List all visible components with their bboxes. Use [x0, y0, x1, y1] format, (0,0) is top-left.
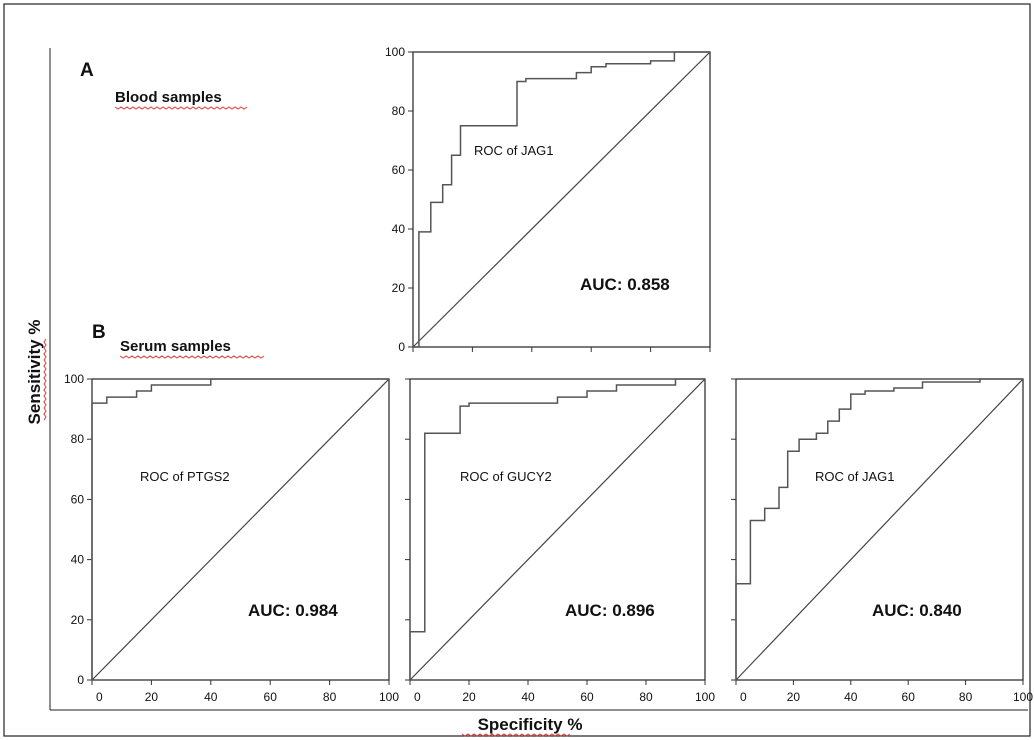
x-tick-label: 20 [787, 690, 801, 704]
x-tick-label: 40 [521, 690, 535, 704]
x-tick-label: 60 [264, 690, 278, 704]
x-tick-label: 40 [204, 690, 218, 704]
y-tick-label: 20 [71, 613, 85, 627]
y-tick-label: 40 [71, 553, 85, 567]
y-tick-label: 40 [392, 222, 406, 236]
diagonal-reference-line [735, 378, 1024, 681]
spellcheck-underline-blood [114, 106, 248, 110]
x-tick-label: 80 [639, 690, 653, 704]
roc-annotation: ROC of PTGS2 [140, 469, 230, 484]
roc-curve-series-1 [413, 51, 710, 348]
y-tick-label: 0 [77, 673, 84, 687]
roc-panels: 0 20 40 60 80 100 ROC of JAG1 AUC: 0.858 0 20 40 60… [64, 45, 1033, 704]
diagonal-reference-line [91, 378, 390, 681]
x-tick-label: 100 [379, 690, 399, 704]
panel-letter-a: A [80, 60, 94, 81]
auc-label: AUC: 0.840 [872, 601, 962, 620]
x-tick-label: 60 [580, 690, 594, 704]
y-tick-label: 20 [392, 281, 406, 295]
roc-annotation: ROC of JAG1 [474, 143, 553, 158]
spellcheck-underline-serum [119, 355, 265, 359]
y-tick-label: 0 [398, 340, 405, 354]
roc-annotation: ROC of JAG1 [815, 469, 894, 484]
roc-panel-1: 0 20 40 60 80 100 ROC of JAG1 AUC: 0.858 [385, 45, 711, 354]
y-tick-label: 100 [64, 372, 84, 386]
y-tick-label: 80 [392, 104, 406, 118]
y-tick-label: 60 [392, 163, 406, 177]
x-tick-label: 0 [740, 690, 747, 704]
auc-label: AUC: 0.896 [565, 601, 655, 620]
y-tick-label: 100 [385, 45, 405, 59]
diagonal-reference-line [412, 51, 711, 348]
x-tick-label: 0 [96, 690, 103, 704]
spellcheck-underline-ylabel [43, 338, 47, 421]
roc-panel-3: 0 20 40 60 80 100 ROC of GUCY2 AUC: 0.896 [405, 378, 715, 704]
diagonal-reference-line [409, 378, 706, 681]
y-tick-label: 60 [71, 492, 85, 506]
spellcheck-underline-xlabel [461, 733, 571, 737]
x-tick-label: 100 [1013, 690, 1033, 704]
roc-curve-series-1 [91, 378, 389, 680]
y-tick-label: 80 [71, 432, 85, 446]
roc-annotation: ROC of GUCY2 [460, 469, 552, 484]
figure-frame [3, 3, 1031, 737]
x-tick-label: 60 [902, 690, 916, 704]
x-tick-label: 20 [145, 690, 159, 704]
x-tick-label: 40 [844, 690, 858, 704]
x-tick-label: 80 [959, 690, 973, 704]
y-axis-title: Sensitivity % [25, 320, 44, 425]
auc-label: AUC: 0.984 [248, 601, 338, 620]
x-axis-title: Specificity % [478, 715, 583, 734]
auc-label: AUC: 0.858 [580, 275, 670, 294]
roc-curve-series-1 [735, 378, 1023, 680]
section-label-serum: Serum samples [120, 338, 231, 355]
x-tick-label: 0 [414, 690, 421, 704]
roc-panel-2: 0 20 40 60 80 100 0 20 40 60 80 100 ROC of PTGS2 AUC:… [64, 372, 399, 704]
roc-curve-series-1 [409, 378, 705, 680]
x-tick-label: 80 [323, 690, 337, 704]
roc-panel-4: 0 20 40 60 80 100 ROC of JAG1 AUC: 0.840 [731, 378, 1033, 704]
section-label-blood: Blood samples [115, 89, 222, 106]
x-tick-label: 100 [695, 690, 715, 704]
panel-letter-b: B [92, 322, 106, 343]
x-tick-label: 20 [462, 690, 476, 704]
